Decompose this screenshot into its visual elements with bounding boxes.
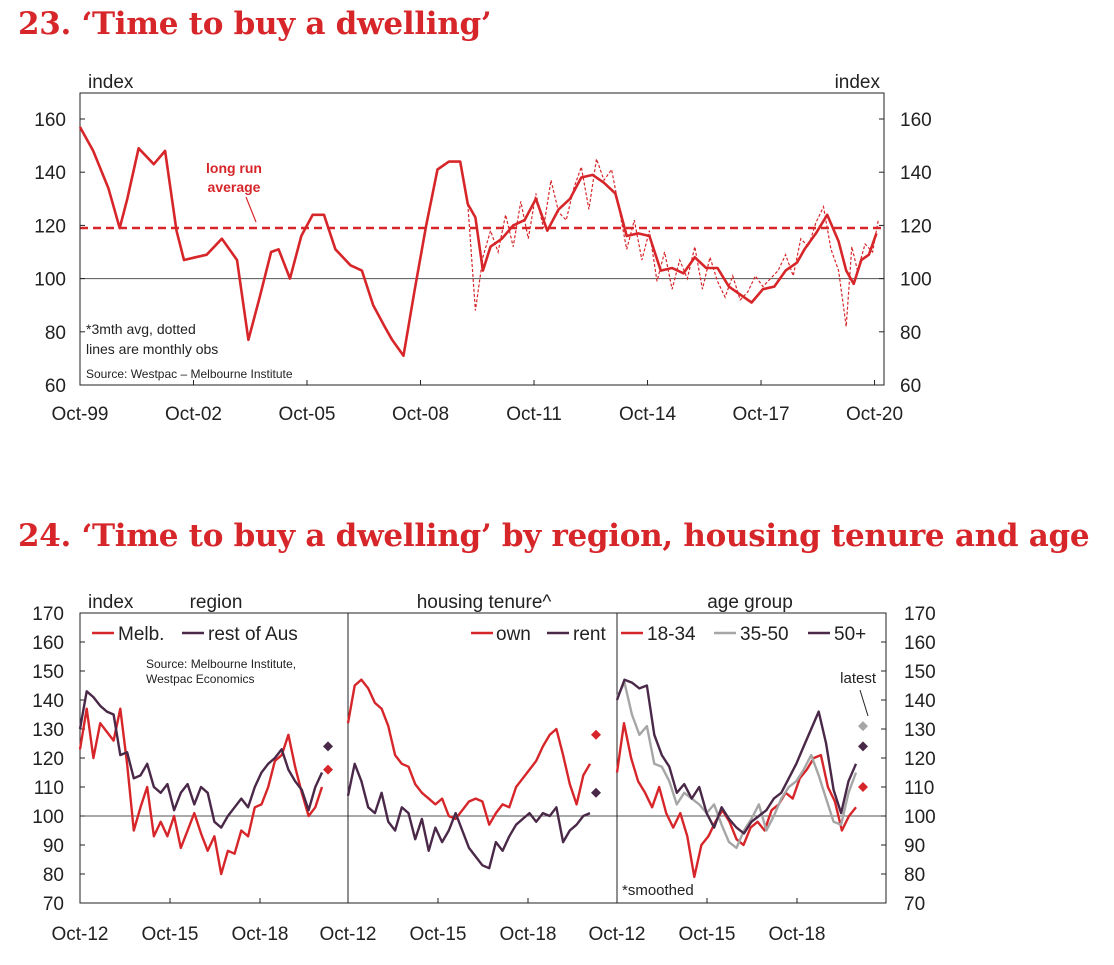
panel-title: region (190, 592, 243, 613)
chart-23-ytick-left-140: 140 (34, 163, 66, 184)
chart-24-ytick-left-140: 140 (32, 691, 64, 712)
chart-23-note-line-1: *3mth avg, dotted (86, 321, 196, 337)
long-run-average-pointer (245, 196, 257, 223)
chart-24-ytick-right-70: 70 (904, 894, 925, 915)
panel-xtick-Oct-12: Oct-12 (319, 924, 376, 945)
long-run-average-label-line-2: average (208, 179, 261, 195)
chart-23-title: 23. ‘Time to buy a dwelling’ (18, 6, 492, 42)
panel-title: housing tenure^ (417, 592, 552, 613)
chart-23-series-monthly-obs (467, 158, 879, 327)
chart-23-ytick-right-140: 140 (900, 163, 932, 184)
chart-23-ylabel-left: index (88, 72, 134, 93)
chart-24-ytick-right-140: 140 (904, 691, 936, 712)
chart-24-ytick-left-80: 80 (43, 865, 64, 886)
panel-xtick-Oct-15: Oct-15 (678, 924, 735, 945)
legend-label-Melb.: Melb. (118, 624, 164, 645)
chart-23-ytick-right-80: 80 (900, 323, 921, 344)
chart-24-source-line-2: Westpac Economics (146, 672, 255, 686)
panel-xtick-Oct-15: Oct-15 (141, 924, 198, 945)
chart-24-ytick-left-120: 120 (32, 749, 64, 770)
chart-23-xtick-Oct-05: Oct-05 (278, 404, 335, 425)
chart-24-ytick-left-150: 150 (32, 662, 64, 683)
chart-24-ytick-right-120: 120 (904, 749, 936, 770)
latest-marker-18-34 (858, 782, 868, 792)
chart-24-ytick-left-110: 110 (34, 778, 64, 799)
chart-24-ylabel-left: index (88, 592, 134, 613)
long-run-average-label-line-1: long run (206, 160, 262, 176)
chart-23-xtick-Oct-17: Oct-17 (733, 404, 790, 425)
chart-23-ytick-left-160: 160 (34, 110, 66, 131)
chart-24-ytick-left-90: 90 (43, 836, 64, 857)
panel-region: region Oct-12 Oct-15 Oct-18 Melb. rest of Aus (51, 592, 333, 945)
chart-24-ytick-right-170: 170 (904, 604, 936, 625)
chart-24-ytick-left-70: 70 (43, 894, 64, 915)
chart-23-ytick-right-100: 100 (900, 270, 932, 291)
chart-24-ytick-right-160: 160 (904, 633, 936, 654)
chart-23-ylabel-right: index (835, 72, 881, 93)
chart-23-note-line-2: lines are monthly obs (86, 341, 218, 357)
chart-23-series-3mth-avg (78, 126, 878, 357)
legend-label-own: own (496, 624, 531, 645)
chart-23-xtick-Oct-14: Oct-14 (619, 404, 676, 425)
chart-23-plot-frame (79, 92, 885, 386)
chart-24-ytick-right-110: 110 (904, 778, 934, 799)
chart-24-ytick-right-150: 150 (904, 662, 936, 683)
chart-24-ytick-left-100: 100 (32, 807, 64, 828)
latest-marker-35-50 (858, 721, 868, 732)
latest-marker-rent (591, 787, 601, 798)
series-line-rent (346, 762, 591, 870)
chart-23-ytick-left-120: 120 (34, 216, 66, 237)
latest-marker-50+ (858, 741, 868, 752)
panel-xtick-Oct-15: Oct-15 (409, 924, 466, 945)
series-line-rest of Aus (78, 690, 324, 829)
chart-23-source: Source: Westpac – Melbourne Institute (86, 367, 293, 381)
chart-23: index index 60 60 80 80 100 100 120 120 140 140 16… (34, 72, 932, 425)
series-line-own (346, 678, 592, 826)
chart-23-ytick-right-60: 60 (900, 376, 921, 397)
series-line-Melb. (78, 707, 324, 876)
chart-24-ytick-left-170: 170 (32, 604, 64, 625)
panel-age-group: age group Oct-12 Oct-15 Oct-18 18-34 35-50 50+ (588, 592, 868, 945)
panel-title: age group (707, 592, 793, 613)
chart-23-xtick-Oct-02: Oct-02 (165, 404, 222, 425)
smoothed-note: *smoothed (622, 882, 694, 899)
latest-marker-own (591, 729, 601, 740)
chart-23-ytick-left-100: 100 (34, 270, 66, 291)
series-line-35-50 (615, 681, 858, 850)
chart-23-xtick-Oct-11: Oct-11 (506, 404, 562, 425)
legend-label-18-34: 18-34 (647, 624, 696, 645)
chart-24-source-line-1: Source: Melbourne Institute, (146, 657, 296, 671)
chart-23-ytick-right-160: 160 (900, 110, 932, 131)
chart-24-ytick-right-100: 100 (904, 807, 936, 828)
chart-23-xtick-Oct-08: Oct-08 (392, 404, 449, 425)
latest-pointer (859, 689, 869, 717)
legend-label-rent: rent (573, 624, 606, 645)
panel-xtick-Oct-18: Oct-18 (499, 924, 556, 945)
chart-23-ytick-left-60: 60 (45, 376, 66, 397)
panel-xtick-Oct-12: Oct-12 (588, 924, 645, 945)
legend-label-50+: 50+ (834, 624, 866, 645)
chart-23-ytick-right-120: 120 (900, 216, 932, 237)
chart-23-xtick-Oct-20: Oct-20 (846, 404, 903, 425)
latest-marker-rest of Aus (323, 741, 333, 752)
latest-marker-Melb. (323, 764, 333, 775)
chart-24-title: 24. ‘Time to buy a dwelling’ by region, … (18, 518, 1090, 554)
chart-24-ytick-right-90: 90 (904, 836, 925, 857)
chart-23-xtick-Oct-99: Oct-99 (51, 404, 108, 425)
legend-label-35-50: 35-50 (740, 624, 789, 645)
series-line-18-34 (615, 722, 857, 879)
chart-23-ytick-left-80: 80 (45, 323, 66, 344)
panel-xtick-Oct-12: Oct-12 (51, 924, 108, 945)
latest-label: latest (840, 670, 877, 687)
chart-24-ytick-right-130: 130 (904, 720, 936, 741)
chart-24-ytick-left-160: 160 (32, 633, 64, 654)
panel-xtick-Oct-18: Oct-18 (231, 924, 288, 945)
chart-24-ytick-right-80: 80 (904, 865, 925, 886)
chart-24-ytick-left-130: 130 (32, 720, 64, 741)
panel-xtick-Oct-18: Oct-18 (768, 924, 825, 945)
legend-label-rest of Aus: rest of Aus (208, 624, 298, 645)
series-line-50+ (615, 678, 858, 835)
panel-housing-tenure-: housing tenure^ Oct-12 Oct-15 Oct-18 own rent (319, 592, 606, 945)
